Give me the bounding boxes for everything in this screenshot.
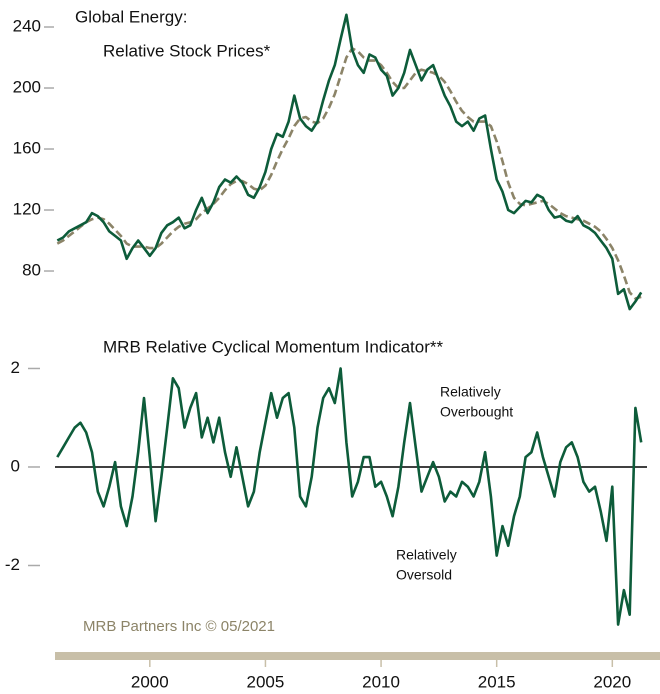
x-tick-label: 2015 [478, 672, 516, 691]
y-tick-label: 2 [11, 358, 20, 377]
series-line [56, 13, 643, 311]
annotation: Relatively [440, 384, 501, 400]
chart-subtitle: Relative Stock Prices* [103, 41, 271, 60]
y-tick-label: 200 [13, 77, 41, 96]
y-tick-label: 0 [11, 456, 20, 475]
chart-title: MRB Relative Cyclical Momentum Indicator… [103, 337, 443, 356]
y-tick-label: 120 [13, 200, 41, 219]
annotation: Oversold [396, 567, 452, 583]
x-tick-label: 2000 [131, 672, 169, 691]
series-line [56, 367, 643, 626]
x-axis [55, 652, 660, 660]
series-line [56, 47, 642, 300]
y-tick-label: 160 [13, 138, 41, 157]
annotation: Overbought [440, 404, 513, 420]
x-tick-label: 2005 [247, 672, 285, 691]
y-tick-label: 80 [22, 261, 41, 280]
y-tick-label: -2 [5, 555, 20, 574]
chart-title: Global Energy: [75, 7, 187, 26]
source: MRB Partners Inc © 05/2021 [83, 618, 275, 635]
x-tick-label: 2020 [593, 672, 631, 691]
x-tick-label: 2010 [362, 672, 400, 691]
y-tick-label: 240 [13, 16, 41, 35]
annotation: Relatively [396, 547, 457, 563]
